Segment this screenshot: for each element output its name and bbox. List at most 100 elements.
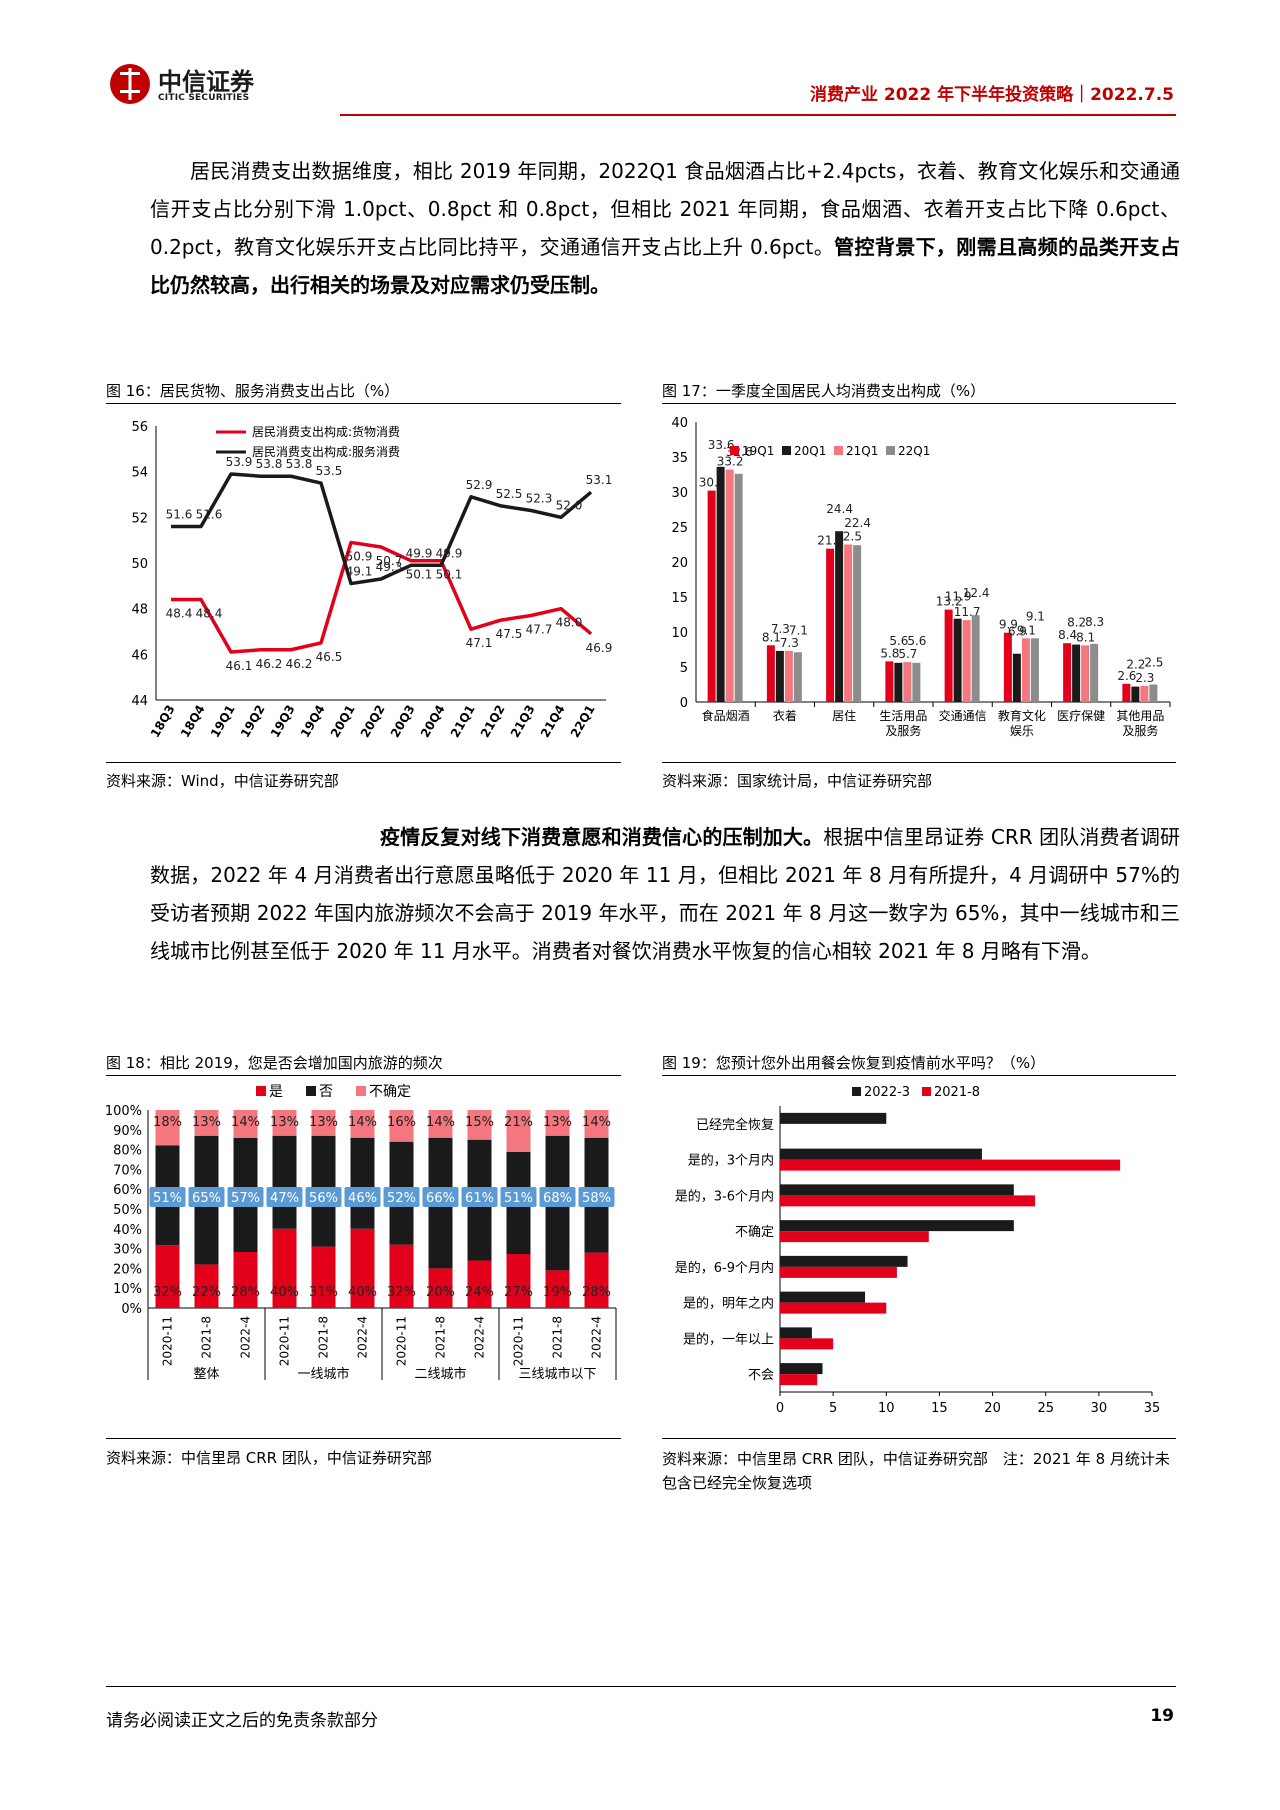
data-label: 46.5 — [316, 650, 343, 664]
bar — [716, 466, 725, 702]
fig16-bottom-rule — [106, 762, 621, 763]
fig17-bottom-rule — [662, 762, 1176, 763]
data-label: 52.0 — [556, 498, 583, 512]
bar — [885, 661, 894, 702]
bar — [780, 1112, 887, 1124]
legend-swatch — [306, 1086, 316, 1096]
legend-swatch — [886, 446, 895, 455]
data-label: 7.3 — [780, 636, 799, 650]
bar — [1003, 632, 1012, 702]
x-tick-label: 19Q1 — [208, 703, 238, 741]
y-tick-label: 5 — [680, 661, 688, 676]
x-tick-label: 20 — [984, 1401, 1001, 1416]
x-tick-label: 2020-11 — [161, 1316, 175, 1366]
data-label: 47.7 — [526, 623, 553, 637]
data-label: 51.6 — [196, 507, 223, 521]
no-label-bg — [500, 1187, 537, 1207]
bar — [766, 645, 775, 702]
x-tick-label: 生活用品 — [879, 709, 927, 723]
bar-segment — [350, 1228, 375, 1308]
bar — [1122, 683, 1131, 702]
data-label: 53.1 — [586, 473, 613, 487]
data-label: 49.9 — [436, 546, 463, 560]
x-tick-label: 2021-8 — [200, 1316, 214, 1359]
data-label: 5.7 — [898, 647, 917, 661]
y-tick-label: 40% — [113, 1223, 142, 1238]
data-label: 5.8 — [880, 646, 899, 660]
data-label: 46.2 — [286, 657, 313, 671]
fig18-title: 图 18：相比 2019，您是否会增加国内旅游的频次 — [106, 1054, 443, 1072]
y-tick-label: 52 — [131, 511, 148, 526]
y-tick-label: 是的，3个月内 — [688, 1153, 774, 1169]
logo-cn-text: 中信证券 — [158, 68, 254, 96]
bar — [1090, 643, 1099, 702]
bar-segment — [467, 1260, 492, 1308]
data-label: 16% — [387, 1115, 416, 1130]
fig18-bottom-rule — [106, 1438, 621, 1439]
bar — [953, 618, 962, 702]
data-label: 14% — [582, 1115, 611, 1130]
fig18-source: 资料来源：中信里昂 CRR 团队，中信证券研究部 — [106, 1449, 432, 1467]
data-label: 18% — [153, 1115, 182, 1130]
bar — [912, 662, 921, 702]
y-tick-label: 已经完全恢复 — [696, 1117, 774, 1133]
data-label: 50.9 — [346, 549, 373, 563]
bar-segment — [272, 1228, 297, 1308]
paragraph-1-text: 居民消费支出数据维度，相比 2019 年同期，2022Q1 食品烟酒占比+2.4… — [150, 159, 1180, 259]
y-tick-label: 100% — [106, 1104, 142, 1119]
data-label: 66% — [426, 1191, 455, 1206]
fig17-title: 图 17：一季度全国居民人均消费支出构成（%） — [662, 382, 986, 400]
y-tick-label: 不确定 — [735, 1225, 774, 1240]
data-label: 53.5 — [316, 464, 343, 478]
data-label: 49.3 — [376, 560, 403, 574]
data-label: 22.4 — [844, 516, 871, 530]
data-label: 47.1 — [466, 636, 493, 650]
x-tick-label: 15 — [931, 1401, 948, 1416]
x-tick-label: 2021-8 — [434, 1316, 448, 1359]
x-tick-label: 2020-11 — [512, 1316, 526, 1366]
bar — [780, 1266, 897, 1278]
bar-segment — [311, 1110, 336, 1136]
data-label: 50.1 — [436, 568, 463, 582]
fig16-source: 资料来源：Wind，中信证券研究部 — [106, 772, 339, 790]
data-label: 47.5 — [496, 627, 523, 641]
data-label: 21% — [504, 1115, 533, 1130]
bar — [903, 662, 912, 702]
footer-disclaimer: 请务必阅读正文之后的免责条款部分 — [106, 1711, 378, 1731]
x-tick-label: 交通通信 — [939, 708, 987, 723]
report-title: 消费产业 2022 年下半年投资策略｜2022.7.5 — [809, 85, 1174, 105]
no-label-bg — [188, 1187, 225, 1207]
y-tick-label: 60% — [113, 1183, 142, 1198]
data-label: 14% — [426, 1115, 455, 1130]
data-label: 33.6 — [708, 438, 735, 452]
x-tick-label: 医疗保健 — [1057, 709, 1105, 723]
footer-divider — [106, 1686, 1176, 1687]
bar — [1030, 638, 1039, 702]
y-tick-label: 44 — [131, 694, 148, 709]
data-label: 52.9 — [466, 478, 493, 492]
no-label-bg — [266, 1187, 303, 1207]
paragraph-2: 疫情反复对线下消费意愿和消费信心的压制加大。根据中信里昂证券 CRR 团队消费者… — [150, 818, 1180, 970]
bar — [780, 1338, 834, 1350]
data-label: 32% — [153, 1285, 182, 1300]
data-label: 46.9 — [586, 641, 613, 655]
bar-segment — [155, 1110, 180, 1146]
bar-segment — [584, 1110, 609, 1138]
paragraph-2-bold: 疫情反复对线下消费意愿和消费信心的压制加大。 — [380, 825, 824, 849]
legend-swatch — [730, 446, 739, 455]
x-tick-label: 22Q1 — [568, 703, 598, 741]
y-tick-label: 是的，3-6个月内 — [675, 1188, 774, 1204]
x-tick-label: 21Q1 — [448, 703, 478, 741]
x-tick-label: 2022-4 — [590, 1316, 604, 1359]
x-tick-label: 35 — [1144, 1401, 1161, 1416]
bar — [826, 548, 835, 702]
logo-en-text: CITIC SECURITIES — [158, 93, 250, 103]
data-label: 7.3 — [771, 622, 790, 636]
bar — [780, 1327, 812, 1339]
legend-swatch — [834, 446, 843, 455]
bar — [1012, 653, 1021, 702]
bar-segment — [233, 1252, 258, 1308]
legend-label: 居民消费支出构成:服务消费 — [252, 444, 400, 459]
bar — [1131, 686, 1140, 702]
page-number: 19 — [1150, 1706, 1174, 1726]
